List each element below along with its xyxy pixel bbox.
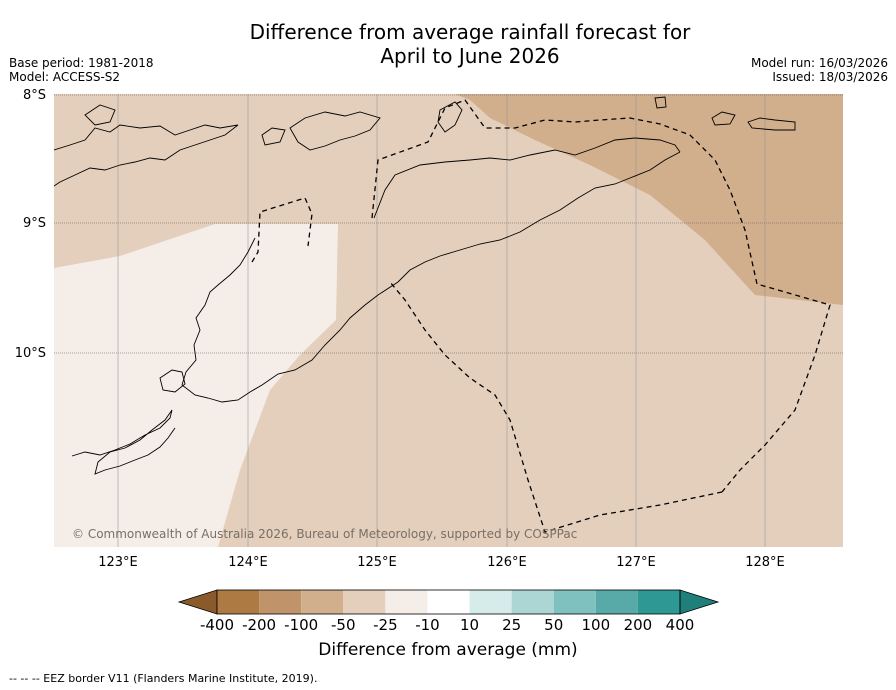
eez-border-line-west xyxy=(251,197,313,263)
colorbar-swatch xyxy=(469,590,512,614)
coastline-flores-islands xyxy=(54,124,239,187)
map-fill-layers xyxy=(54,94,843,547)
eez-footer-note: -- -- -- EEZ border V11 (Flanders Marine… xyxy=(9,672,318,685)
colorbar-tick-label: -200 xyxy=(242,616,276,634)
meta-right: Model run: 16/03/2026 Issued: 18/03/2026 xyxy=(751,56,888,84)
colorbar-tick-label: 10 xyxy=(460,616,479,634)
title-line-1: Difference from average rainfall forecas… xyxy=(249,20,691,44)
lon-label-127: 127°E xyxy=(616,555,656,570)
colorbar-swatch xyxy=(553,590,596,614)
colorbar-swatch xyxy=(301,590,344,614)
model-name: Model: ACCESS-S2 xyxy=(9,70,121,84)
colorbar-tick-label: 200 xyxy=(624,616,653,634)
coastline-east-island-1 xyxy=(711,111,736,126)
colorbar-tick-label: -25 xyxy=(373,616,398,634)
coastlines xyxy=(54,96,796,475)
lat-label-8: 8°S xyxy=(23,88,46,103)
coastline-small-island-2 xyxy=(261,127,286,146)
colorbar-swatch xyxy=(343,590,386,614)
coastline-timor-north xyxy=(373,137,681,219)
colorbar-swatch xyxy=(511,590,554,614)
lon-labels: 123°E 124°E 125°E 126°E 127°E 128°E xyxy=(98,555,785,570)
eez-border-line-central xyxy=(371,99,831,493)
copyright-notice: © Commonwealth of Australia 2026, Bureau… xyxy=(72,527,577,541)
model-run: Model run: 16/03/2026 xyxy=(750,56,888,70)
coastline-small-island-1 xyxy=(84,104,116,126)
lat-labels: 8°S 9°S 10°S xyxy=(15,88,46,361)
colorbar-tick-label: 400 xyxy=(666,616,695,634)
lon-label-126: 126°E xyxy=(487,555,527,570)
meta-left: Base period: 1981-2018 Model: ACCESS-S2 xyxy=(9,56,154,84)
lon-label-124: 124°E xyxy=(228,555,268,570)
coastline-wetar xyxy=(437,101,463,133)
colorbar-swatch xyxy=(259,590,302,614)
title-line-2: April to June 2026 xyxy=(380,44,560,68)
lat-label-10: 10°S xyxy=(15,346,46,361)
colorbar-tick-labels: -400 -200 -100 -50 -25 -10 10 25 50 100 200 400 xyxy=(200,616,694,634)
gridlines xyxy=(54,94,843,354)
colorbar-tick-label: -50 xyxy=(331,616,356,634)
colorbar-swatch xyxy=(217,590,260,614)
lon-label-125: 125°E xyxy=(357,555,397,570)
lon-label-128: 128°E xyxy=(745,555,785,570)
coastline-small-island-3 xyxy=(654,96,667,109)
issued-date: Issued: 18/03/2026 xyxy=(772,70,888,84)
coastline-east-island-2 xyxy=(747,117,796,131)
colorbar xyxy=(177,589,720,615)
colorbar-extend-high xyxy=(679,589,720,615)
colorbar-tick-label: -400 xyxy=(200,616,234,634)
region-mid-brown xyxy=(455,94,843,305)
eez-border xyxy=(251,99,831,533)
colorbar-tick-label: 100 xyxy=(581,616,610,634)
colorbar-tick-label: 25 xyxy=(502,616,521,634)
base-period: Base period: 1981-2018 xyxy=(9,56,154,70)
coastline-alor-islands xyxy=(289,111,381,151)
colorbar-tick-label: 50 xyxy=(544,616,563,634)
colorbar-tick-label: -10 xyxy=(415,616,440,634)
coastline-timor-south xyxy=(181,151,681,403)
colorbar-title: Difference from average (mm) xyxy=(318,640,578,660)
colorbar-extend-low xyxy=(177,589,218,615)
map-title: Difference from average rainfall forecas… xyxy=(200,20,740,68)
colorbar-swatch xyxy=(385,590,428,614)
coastline-rote xyxy=(159,369,186,393)
colorbar-swatch xyxy=(637,590,680,614)
colorbar-frame xyxy=(216,589,681,615)
colorbar-swatch xyxy=(427,590,470,614)
lon-label-123: 123°E xyxy=(98,555,138,570)
colorbar-swatch xyxy=(595,590,638,614)
region-light xyxy=(54,224,338,547)
coastline-sawu xyxy=(71,409,176,475)
lat-label-9: 9°S xyxy=(23,216,46,231)
colorbar-tick-label: -100 xyxy=(284,616,318,634)
